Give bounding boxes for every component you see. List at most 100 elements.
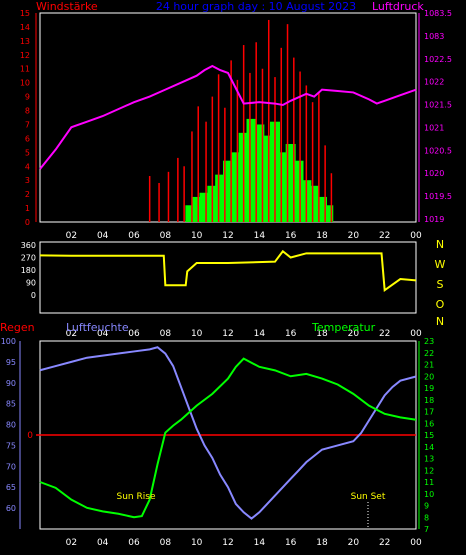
wind-axis-tick-label: 13 [20, 37, 30, 46]
wind-gust-bar [211, 96, 214, 222]
temperature-axis-tick-label: 20 [424, 372, 434, 381]
wind-gust-bar [280, 47, 283, 223]
wind-gust-bar [318, 92, 320, 222]
temperature-axis-tick-label: 23 [424, 337, 434, 346]
temperature-axis-tick-label: 11 [424, 478, 434, 487]
title-date: 24 hour graph day : 10 August 2023 [156, 0, 356, 13]
temperature-axis-tick-label: 17 [424, 408, 434, 417]
wind-axis-tick-label: 0 [25, 218, 30, 227]
wind-average-bar [246, 118, 257, 222]
direction-x-tick-label: 02 [66, 329, 77, 339]
wind-gust-bar [197, 106, 199, 222]
pressure-axis-tick-label: 1019 [424, 215, 444, 224]
wind-gust-bar [293, 57, 295, 222]
wind-axis-tick-label: 11 [20, 65, 30, 74]
wind-x-tick-label: 08 [160, 231, 172, 241]
temperature-axis-tick-label: 21 [424, 361, 434, 370]
humidity-axis-tick-label: 95 [6, 358, 16, 367]
wind-axis-tick-label: 10 [20, 79, 30, 88]
direction-line-layer [39, 249, 417, 292]
humidity-axis-tick-label: 90 [6, 379, 16, 388]
humidity-axis-tick-label: 70 [6, 462, 16, 471]
temperature-axis-tick-label: 19 [424, 384, 434, 393]
wind-gust-bar [299, 71, 301, 223]
direction-x-tick-label: 10 [191, 329, 203, 339]
wind-average-bar [185, 205, 196, 222]
wind-gust-bar [158, 182, 160, 222]
direction-axis-tick-label: 180 [21, 266, 36, 275]
humidity-x-tick-label: 16 [285, 538, 297, 548]
temperature-axis-tick-label: 22 [424, 349, 434, 358]
wind-gust-bar [274, 77, 276, 223]
wind-gust-bar [230, 60, 232, 222]
pressure-axis-tick-label: 1022.5 [424, 55, 452, 64]
humidity-x-tick-label: 06 [128, 538, 140, 548]
temperature-axis-tick-label: 8 [424, 513, 429, 522]
wind-average-bar [199, 192, 210, 222]
wind-average-bar [191, 196, 202, 222]
wind-gust-bar [267, 19, 270, 222]
wind-x-tick-label: 10 [191, 231, 203, 241]
wind-x-ticks: 02 04 06 08 10 12 14 16 18 20 22 00 [66, 231, 422, 241]
wind-gust-bar [305, 85, 308, 222]
humidity-x-tick-label: 02 [66, 538, 77, 548]
humidity-axis-tick-label: 85 [6, 400, 16, 409]
wind-gust-bar [286, 24, 289, 222]
wind-axis-tick-label: 4 [25, 162, 30, 171]
humidity-x-tick-label: 20 [348, 538, 360, 548]
sunset-label: Sun Set [351, 492, 386, 502]
wind-axis-tick-label: 9 [25, 93, 30, 102]
temperature-axis-tick-label: 18 [424, 396, 434, 405]
wind-gust-bar [330, 173, 333, 222]
wind-x-tick-label: 00 [410, 231, 422, 241]
wind-x-tick-label: 20 [348, 231, 360, 241]
direction-x-tick-label: 06 [128, 329, 140, 339]
pressure-axis-tick-label: 1083 [424, 32, 444, 41]
wind-axis-tick-label: 12 [20, 51, 30, 60]
wind-axis-tick-label: 7 [25, 120, 30, 129]
direction-x-tick-label: 18 [316, 329, 328, 339]
wind-average-bar [323, 205, 334, 222]
wind-gust-bar [324, 145, 326, 222]
temperature-axis-tick-label: 10 [424, 490, 434, 499]
wind-axis-tick-label: 5 [25, 148, 30, 157]
humidity-line-layer [39, 346, 417, 520]
humidity-x-tick-label: 22 [379, 538, 390, 548]
wind-x-tick-label: 06 [128, 231, 140, 241]
wind-axis-tick-label: 8 [25, 107, 30, 116]
humidity-x-tick-label: 18 [316, 538, 328, 548]
temperature-axis-tick-label: 13 [424, 455, 434, 464]
wind-axis-tick-label: 14 [20, 23, 30, 32]
humidity-x-tick-label: 12 [222, 538, 233, 548]
pressure-axis-tick-label: 1020.5 [424, 146, 452, 155]
humidity-x-tick-label: 14 [254, 538, 266, 548]
wind-gust-bar [249, 72, 251, 222]
title-luftdruck: Luftdruck [372, 0, 424, 13]
direction-axis-tick-label: 90 [26, 279, 36, 288]
direction-x-tick-label: 20 [348, 329, 360, 339]
humidity-x-ticks: 02 04 06 08 10 12 14 16 18 20 22 00 [66, 538, 422, 548]
label-temperatur: Temperatur [311, 321, 376, 334]
wind-gust-bar [242, 45, 245, 223]
sun-markers: Sun Rise Sun Set [117, 492, 386, 529]
compass-label: N [436, 315, 444, 328]
wind-x-tick-label: 16 [285, 231, 297, 241]
label-regen: Regen [0, 321, 35, 334]
compass-label: S [437, 278, 444, 291]
direction-axis-ticks: 0 90 180 270 360 [21, 241, 36, 300]
pressure-line [39, 64, 417, 170]
wind-average-bar [254, 124, 265, 222]
humidity-line [39, 346, 417, 520]
wind-average-bar [309, 185, 320, 222]
humidity-axis-tick-label: 65 [6, 483, 16, 492]
direction-axis-tick-label: 360 [21, 241, 36, 250]
temperature-axis-tick-label: 16 [424, 419, 434, 428]
wind-gust-bar [183, 166, 185, 222]
pressure-axis-tick-label: 1083.5 [424, 9, 452, 18]
wind-gust-bar [167, 171, 170, 222]
direction-axis-tick-label: 270 [21, 254, 36, 263]
rain-zero-label: 0 [27, 431, 33, 441]
wind-average-bar [223, 160, 233, 222]
pressure-axis-tick-label: 1021.5 [424, 101, 452, 110]
